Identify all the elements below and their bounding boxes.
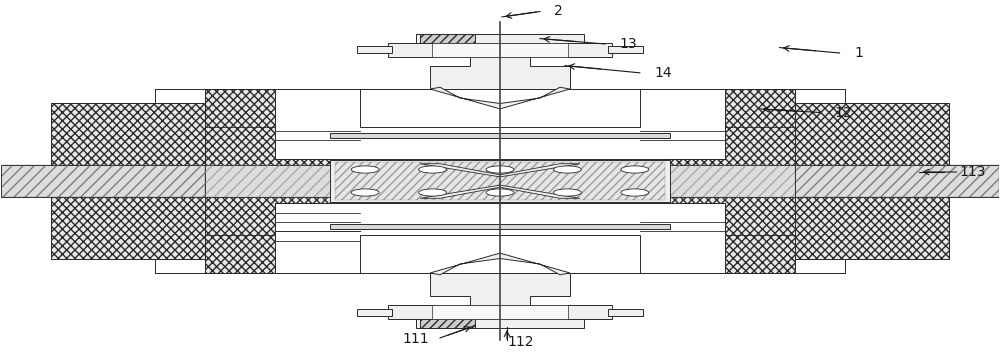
Polygon shape bbox=[430, 273, 570, 307]
Ellipse shape bbox=[553, 166, 581, 173]
Bar bbox=[205, 165, 795, 197]
Bar bbox=[420, 319, 475, 328]
Bar bbox=[388, 43, 612, 56]
Bar bbox=[51, 104, 205, 258]
Ellipse shape bbox=[351, 166, 379, 173]
Bar bbox=[432, 306, 568, 319]
Bar bbox=[416, 319, 584, 328]
Bar bbox=[1, 165, 205, 197]
Ellipse shape bbox=[419, 166, 447, 173]
Polygon shape bbox=[430, 55, 570, 89]
Text: 113: 113 bbox=[959, 165, 986, 179]
Bar bbox=[360, 235, 640, 273]
Bar bbox=[330, 224, 670, 229]
Text: 1: 1 bbox=[854, 46, 863, 60]
Bar bbox=[795, 165, 999, 197]
Polygon shape bbox=[430, 253, 570, 275]
Ellipse shape bbox=[486, 166, 514, 173]
Bar bbox=[795, 165, 999, 197]
Bar bbox=[357, 46, 392, 53]
Bar bbox=[416, 34, 584, 43]
Ellipse shape bbox=[486, 189, 514, 196]
Text: 13: 13 bbox=[619, 37, 637, 51]
Ellipse shape bbox=[621, 166, 649, 173]
Bar bbox=[357, 309, 392, 316]
Text: 112: 112 bbox=[507, 335, 533, 349]
Ellipse shape bbox=[553, 189, 581, 196]
Bar bbox=[1, 165, 205, 197]
Bar bbox=[205, 89, 795, 273]
Bar bbox=[51, 104, 205, 258]
Polygon shape bbox=[420, 185, 580, 198]
Text: 2: 2 bbox=[554, 4, 563, 18]
Bar bbox=[795, 104, 949, 258]
Bar bbox=[608, 46, 643, 53]
Polygon shape bbox=[420, 164, 580, 177]
Bar bbox=[335, 162, 665, 200]
Text: 12: 12 bbox=[834, 106, 852, 120]
Bar bbox=[205, 89, 795, 273]
Bar bbox=[432, 43, 568, 56]
Bar bbox=[608, 309, 643, 316]
Ellipse shape bbox=[419, 189, 447, 196]
Bar bbox=[360, 89, 640, 127]
Bar bbox=[275, 89, 725, 159]
Ellipse shape bbox=[621, 189, 649, 196]
Bar bbox=[795, 104, 949, 258]
Bar bbox=[388, 306, 612, 319]
Bar bbox=[330, 133, 670, 138]
Bar bbox=[275, 203, 725, 273]
Bar bbox=[205, 165, 795, 197]
Bar bbox=[420, 34, 475, 43]
Text: 111: 111 bbox=[403, 332, 429, 346]
Text: 14: 14 bbox=[654, 66, 672, 80]
Bar bbox=[330, 160, 670, 202]
Polygon shape bbox=[430, 87, 570, 109]
Ellipse shape bbox=[351, 189, 379, 196]
